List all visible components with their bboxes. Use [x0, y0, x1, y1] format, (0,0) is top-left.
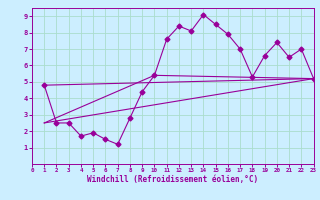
- X-axis label: Windchill (Refroidissement éolien,°C): Windchill (Refroidissement éolien,°C): [87, 175, 258, 184]
